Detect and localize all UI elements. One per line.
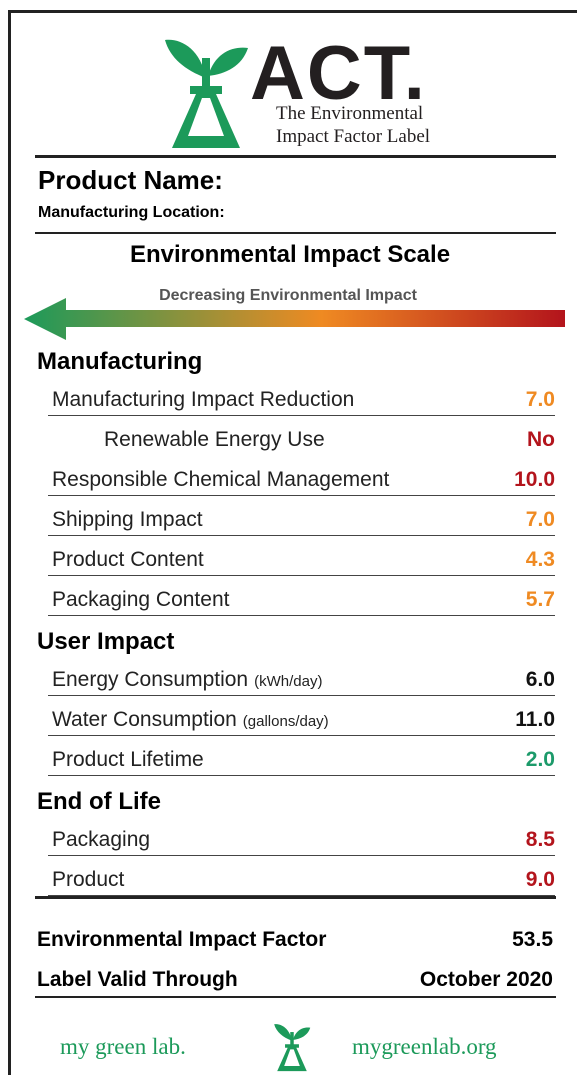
row-rule [48, 895, 555, 896]
row-rule [48, 735, 555, 736]
row-value: 9.0 [525, 868, 555, 891]
tagline: Impact Factor Label [276, 126, 431, 147]
row-label: Product [52, 868, 125, 891]
row-label: Product Lifetime [52, 748, 204, 771]
row-value: 7.0 [525, 388, 555, 411]
row-unit: (kWh/day) [254, 673, 323, 690]
logo-icon [165, 39, 248, 148]
divider [35, 232, 556, 234]
brand: ACT. [250, 31, 427, 116]
scale-subtitle: Decreasing Environmental Impact [159, 287, 417, 304]
divider [35, 896, 556, 899]
footer-right: mygreenlab.org [352, 1034, 497, 1059]
section-title: User Impact [37, 628, 175, 655]
row-rule [48, 695, 555, 696]
row-value: 5.7 [525, 588, 555, 611]
divider [35, 155, 556, 158]
row-label: Packaging Content [52, 588, 230, 611]
footer-left: my green lab. [60, 1034, 186, 1059]
row-label: Product Content [52, 548, 204, 571]
row-value: 4.3 [525, 548, 555, 571]
frame [8, 10, 577, 1075]
row-label: Water Consumption (gallons/day) [52, 708, 329, 731]
total-value: October 2020 [419, 968, 553, 991]
divider [35, 996, 556, 998]
scale-title: Environmental Impact Scale [129, 241, 451, 268]
row-rule [48, 495, 555, 496]
total-label: Environmental Impact Factor [37, 928, 327, 951]
scale-arrow [24, 298, 565, 340]
row-value: No [527, 428, 555, 451]
row-unit: (gallons/day) [242, 713, 329, 730]
row-label: Manufacturing Impact Reduction [52, 388, 355, 411]
row-rule [48, 535, 555, 536]
row-rule [48, 575, 555, 576]
row-label: Responsible Chemical Management [52, 468, 390, 491]
row-rule [48, 415, 555, 416]
row-rule [48, 615, 555, 616]
row-value: 7.0 [525, 508, 555, 531]
total-label: Label Valid Through [37, 968, 238, 991]
section-title: Manufacturing [37, 348, 203, 375]
section-title: End of Life [37, 788, 161, 815]
row-label: Energy Consumption (kWh/day) [52, 668, 323, 691]
row-rule [48, 775, 555, 776]
row-value: 6.0 [525, 668, 555, 691]
row-label: Shipping Impact [52, 508, 203, 531]
row-value: 10.0 [514, 468, 555, 491]
row-label: Renewable Energy Use [104, 428, 325, 451]
row-rule [48, 855, 555, 856]
product-name: Product Name: [38, 165, 223, 195]
row-label: Packaging [52, 828, 151, 851]
footer-icon [274, 1024, 311, 1072]
tagline: The Environmental [276, 103, 424, 124]
row-value: 11.0 [515, 708, 555, 731]
total-value: 53.5 [512, 928, 553, 951]
row-value: 2.0 [525, 748, 555, 771]
manufacturing-location: Manufacturing Location: [38, 204, 225, 221]
row-value: 8.5 [525, 828, 555, 851]
